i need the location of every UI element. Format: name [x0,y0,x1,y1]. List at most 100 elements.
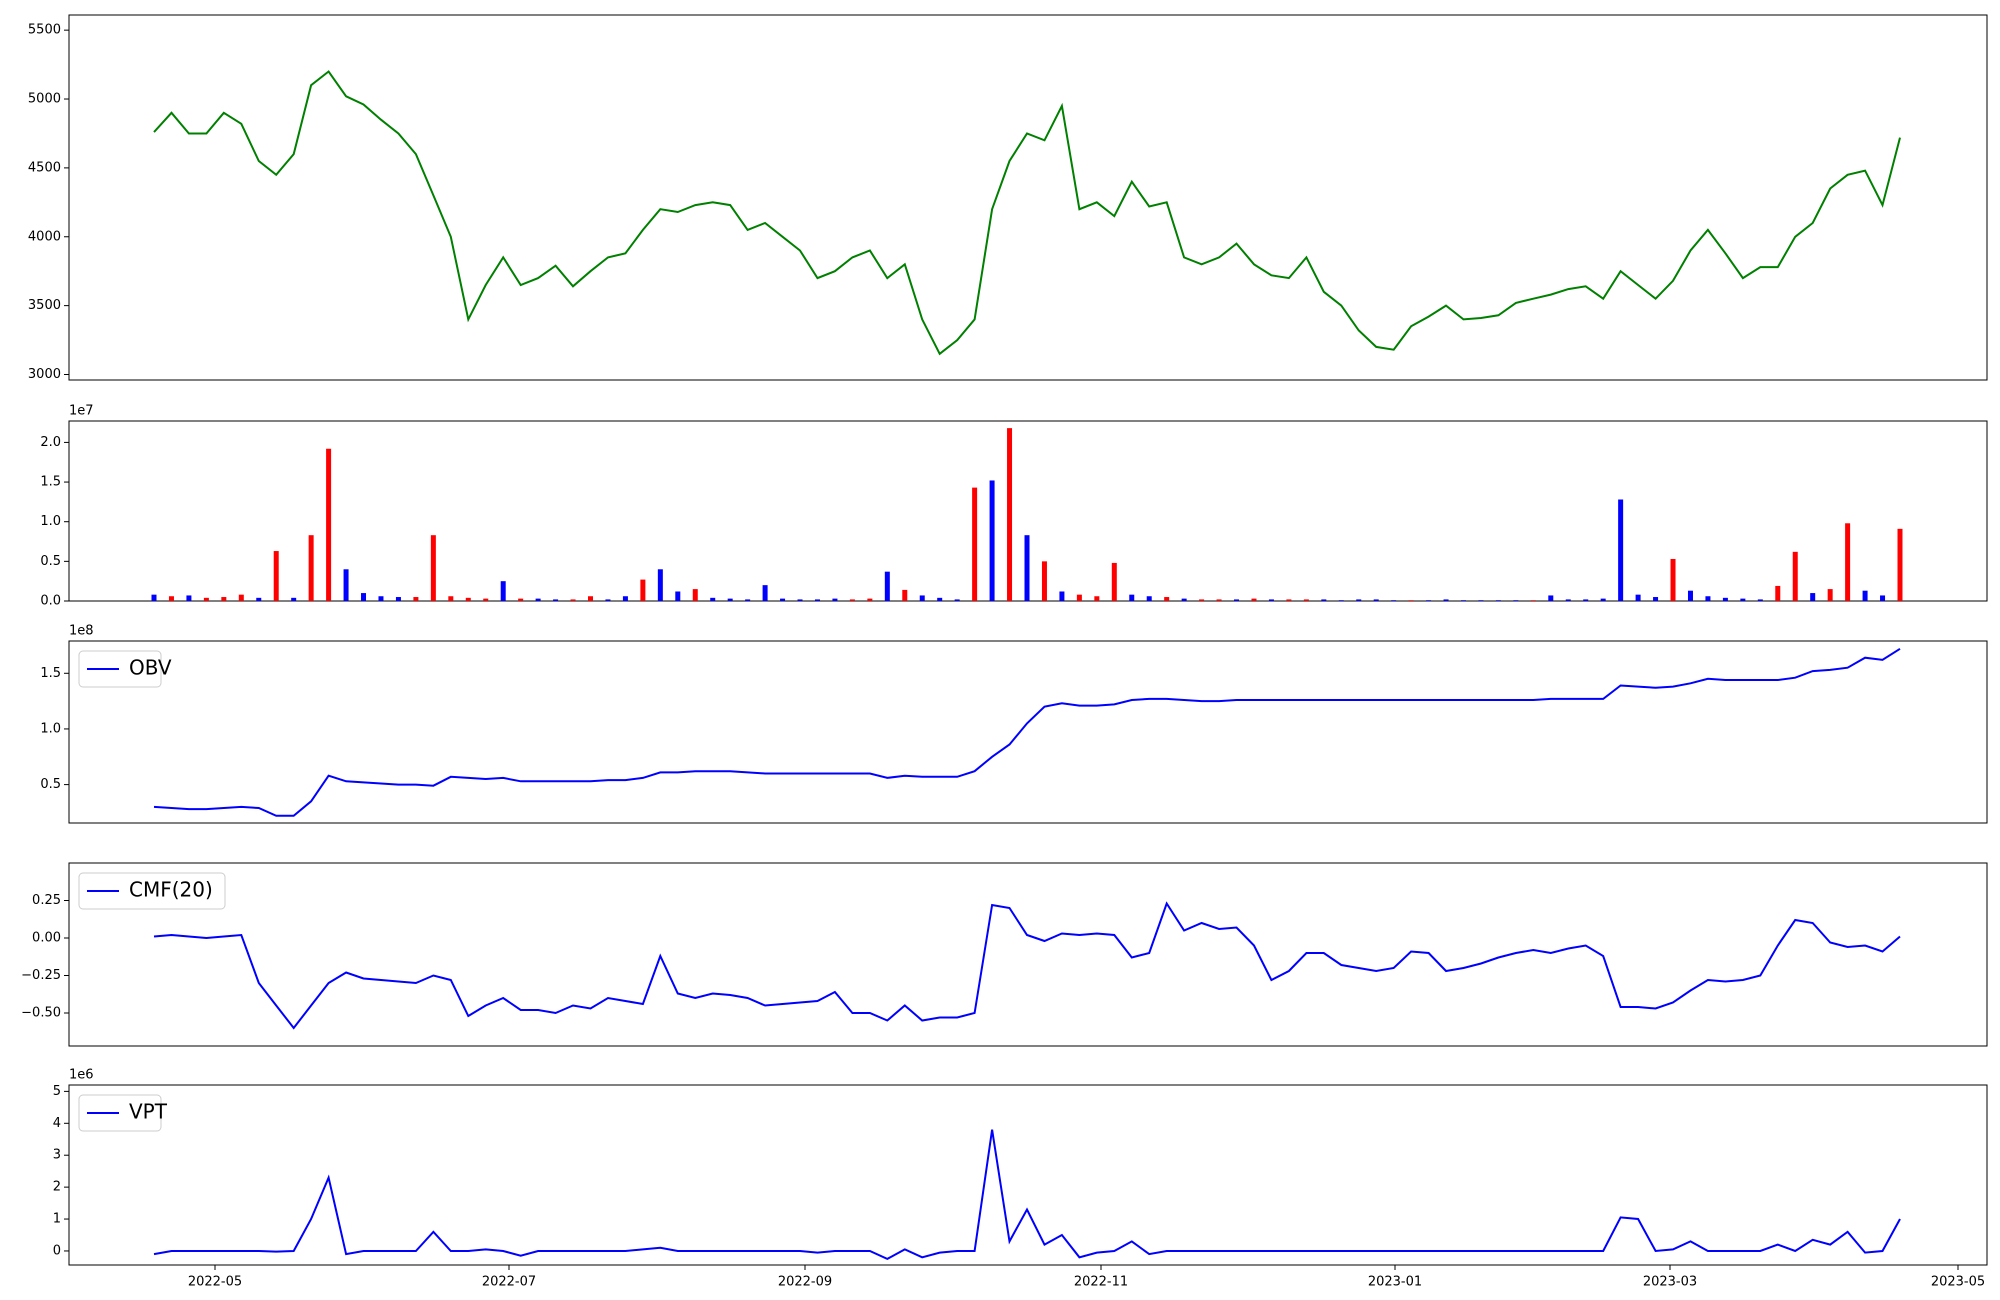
y-tick-label: 0.5 [40,777,61,792]
y-tick-label: 0.5 [40,554,61,569]
bar [797,599,803,601]
y-tick-label: 4500 [28,160,61,175]
bar [1897,528,1903,601]
bar [1216,599,1222,601]
bar [1373,599,1379,601]
bar [884,571,890,601]
bar [413,597,419,601]
bar [762,585,768,601]
bar [1286,599,1292,601]
bar [1094,596,1100,601]
bar [1181,598,1187,601]
line [153,901,1901,1030]
bar [710,597,716,601]
bar [151,594,157,601]
bar [814,599,820,601]
bar [203,597,209,601]
bar [902,589,908,601]
y-tick-label: 0.0 [40,594,61,609]
bar [1775,585,1781,601]
bar [1845,523,1851,601]
bar [553,599,559,601]
axes-frame [68,1084,1988,1266]
x-tick-label: 2022-05 [188,1275,242,1290]
bar [954,599,960,601]
y-tick-label: 4 [53,1116,61,1131]
x-tick-label: 2023-03 [1643,1275,1697,1290]
y-tick-label: 0.00 [32,931,61,946]
bar [518,598,524,601]
bar [361,593,367,601]
bar [1391,600,1397,601]
bar [919,595,925,601]
bar [326,448,332,601]
bar [1321,599,1327,601]
bar [1810,593,1816,601]
bar [535,598,541,601]
line [153,1129,1901,1261]
legend-label: CMF(20) [129,878,213,902]
bar [692,589,698,601]
y-tick-label: −0.50 [21,1006,61,1021]
bar [1670,558,1676,601]
bar [1880,595,1886,601]
axes-frame [68,14,1988,381]
bar [657,569,663,601]
bar [1268,599,1274,601]
bar [256,597,262,601]
x-tick-label: 2023-01 [1368,1275,1422,1290]
bar [1338,600,1344,601]
x-tick-label: 2022-11 [1074,1275,1128,1290]
bar [1356,599,1362,601]
bar [308,535,314,601]
bar [989,480,995,601]
bar [1251,598,1257,601]
bar [1129,594,1135,601]
y-offset-label: 1e6 [69,1068,94,1083]
bar [1076,594,1082,601]
y-tick-label: 1 [53,1212,61,1227]
y-tick-label: 0 [53,1243,61,1258]
bar [1495,600,1501,601]
y-tick-label: 0.25 [32,893,61,908]
bar [1408,600,1414,601]
bar [1164,597,1170,601]
y-tick-label: 4000 [28,229,61,244]
bar [448,596,454,601]
bar [605,599,611,601]
legend-label: OBV [129,656,172,680]
bar [588,596,593,601]
bar [273,551,279,601]
y-tick-label: 3 [53,1148,61,1163]
line [153,647,1901,817]
bar [727,598,733,601]
bar [937,597,943,601]
bar [622,596,628,601]
bar [972,487,978,601]
bar [1740,598,1746,601]
y-tick-label: 3000 [28,367,61,382]
bar [849,599,855,601]
legend-label: VPT [129,1100,168,1124]
bar [1862,590,1868,601]
bar [1722,597,1728,601]
y-tick-label: 3500 [28,298,61,313]
bar [500,581,506,601]
bar [1443,599,1449,601]
bar [832,598,838,601]
bar [238,594,244,601]
bar [343,569,349,601]
y-offset-label: 1e8 [69,624,94,639]
bar [291,597,297,601]
bar [1059,591,1065,601]
bar [1653,597,1659,601]
bar [483,598,489,601]
axes-frame [68,640,1988,824]
bar [395,597,401,601]
bar [1827,589,1833,601]
legend-box [78,650,162,688]
legend-box [78,1094,162,1132]
bar [1618,499,1624,601]
